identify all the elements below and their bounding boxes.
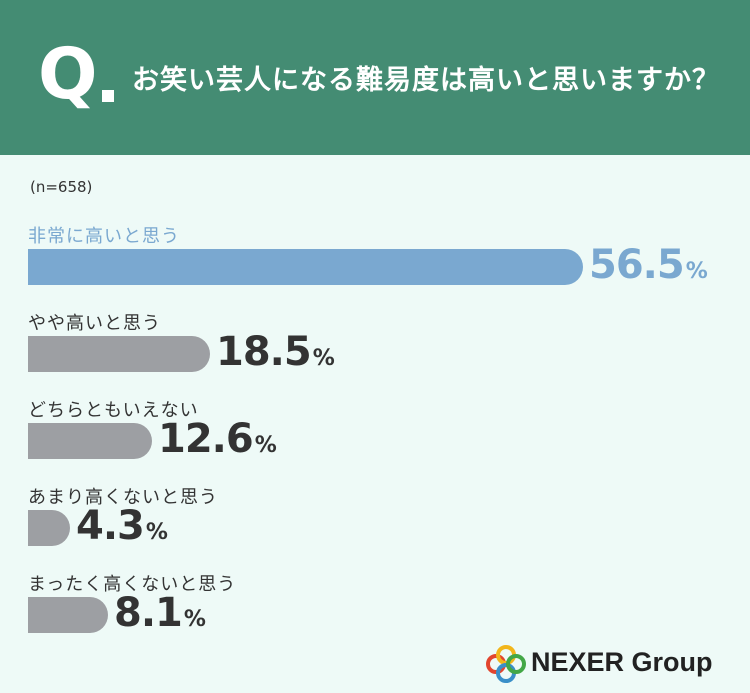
logo-ring-yellow	[496, 645, 516, 665]
logo-ring-blue	[496, 663, 516, 683]
nexer-logo: NEXER Group	[483, 644, 733, 684]
question-title: お笑い芸人になる難易度は高いと思いますか？	[132, 65, 720, 96]
q-dot	[102, 90, 114, 102]
logo-rings-icon	[486, 645, 526, 683]
category-label: どちらともいえない	[28, 400, 199, 421]
value-unit: %	[312, 346, 335, 371]
value-number: 56.5	[589, 242, 685, 288]
value-label: 18.5%	[216, 332, 335, 372]
category-label: まったく高くないと思う	[28, 574, 237, 595]
logo-ring-green	[506, 654, 526, 674]
bar	[28, 597, 108, 633]
header-banner: Q お笑い芸人になる難易度は高いと思いますか？	[0, 0, 750, 155]
bar	[28, 249, 583, 285]
logo-ring-red	[486, 654, 506, 674]
value-label: 4.3%	[76, 506, 168, 546]
bar	[28, 510, 70, 546]
value-number: 8.1	[114, 590, 183, 636]
value-unit: %	[685, 259, 708, 284]
logo-text: NEXER Group	[531, 647, 713, 677]
value-unit: %	[145, 520, 168, 545]
category-label: 非常に高いと思う	[28, 226, 180, 247]
q-mark: Q	[38, 33, 98, 115]
category-label: やや高いと思う	[28, 313, 161, 334]
bar	[28, 423, 152, 459]
value-unit: %	[183, 607, 206, 632]
value-number: 4.3	[76, 503, 145, 549]
value-label: 56.5%	[589, 245, 708, 285]
bar	[28, 336, 210, 372]
sample-size-note: (n=658)	[30, 178, 93, 196]
value-label: 12.6%	[158, 419, 277, 459]
value-number: 18.5	[216, 329, 312, 375]
value-label: 8.1%	[114, 593, 206, 633]
value-number: 12.6	[158, 416, 254, 462]
value-unit: %	[254, 433, 277, 458]
category-label: あまり高くないと思う	[28, 487, 218, 508]
